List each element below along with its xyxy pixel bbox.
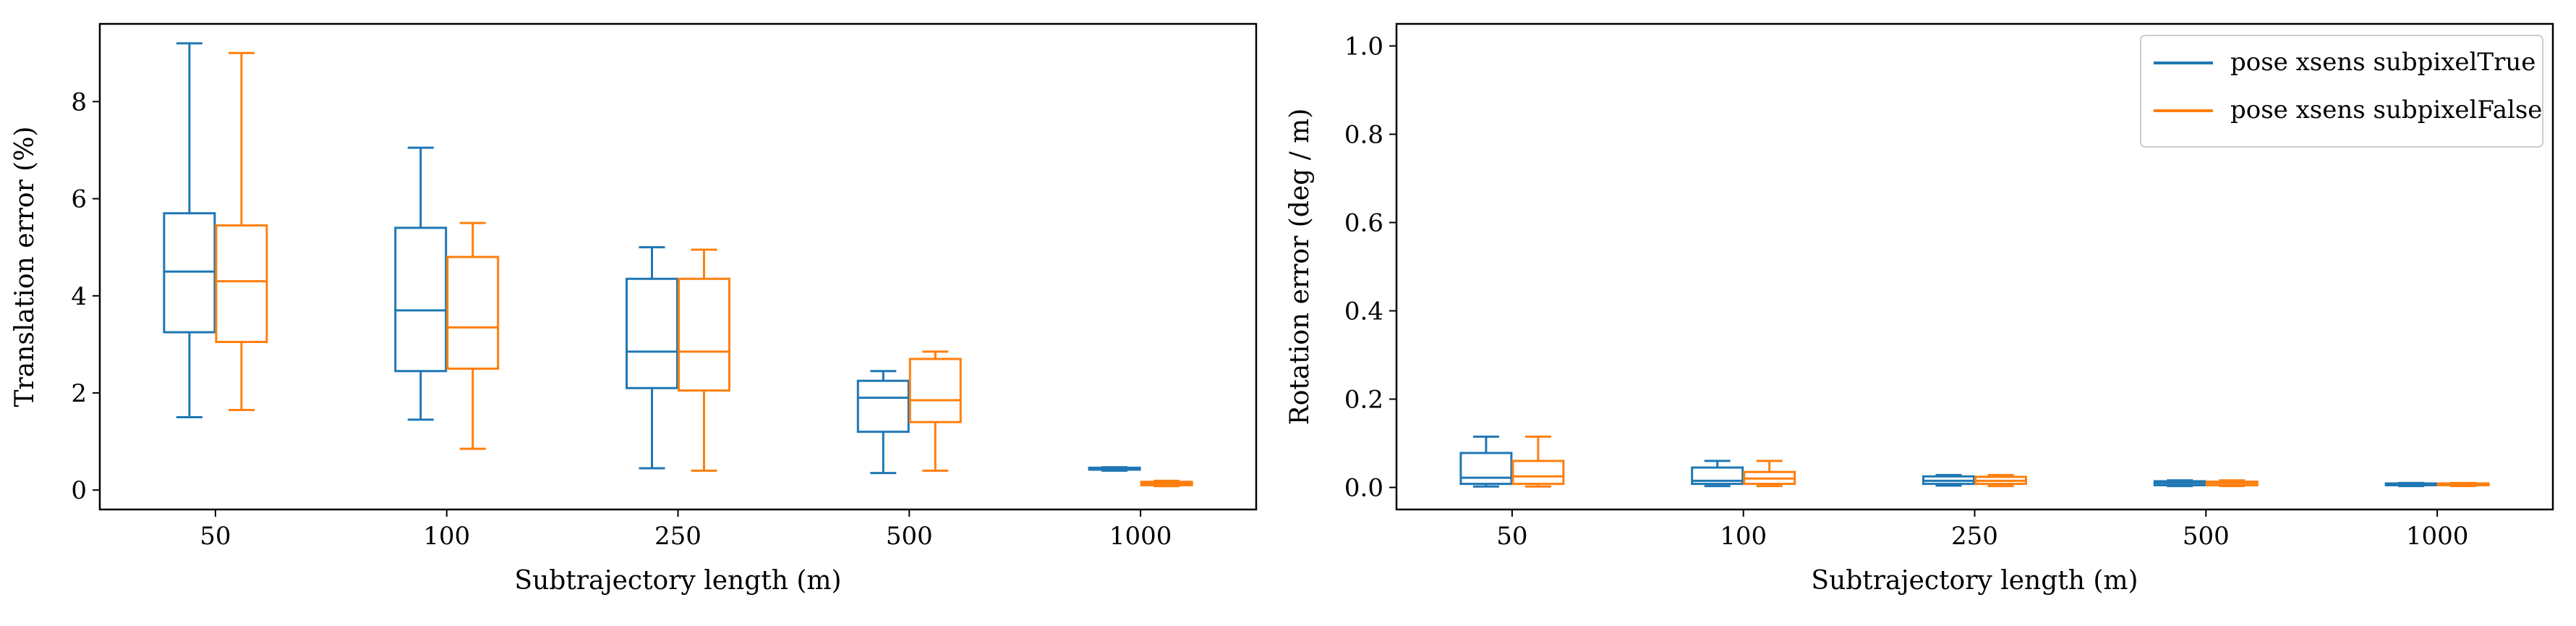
box-subpixel-true [2384, 481, 2438, 488]
iqr-box [394, 227, 448, 373]
box-subpixel-true [1088, 466, 1141, 472]
x-tick-label: 500 [886, 522, 933, 551]
box-subpixel-true [856, 370, 910, 475]
box-subpixel-true [394, 146, 448, 421]
x-tick-label: 250 [654, 522, 701, 551]
iqr-box [626, 277, 678, 389]
box-subpixel-true [1922, 473, 1975, 487]
y-tick-label: 0.0 [1344, 474, 1383, 503]
y-tick-label: 1.0 [1344, 33, 1383, 62]
y-tick-label: 8 [71, 88, 87, 117]
legend-frame [2140, 35, 2543, 148]
box-subpixel-true [626, 246, 678, 470]
x-tick-label: 100 [1720, 522, 1767, 551]
iqr-box [856, 379, 910, 433]
iqr-box [163, 212, 216, 334]
box-subpixel-false [1974, 473, 2027, 488]
translation-axes-frame [98, 22, 1258, 511]
rotation-axes-frame [1395, 22, 2554, 511]
y-tick-label: 4 [71, 282, 87, 311]
y-tick-label: 0.8 [1344, 121, 1383, 150]
box-subpixel-false [678, 248, 730, 472]
y-tick-label: 0.2 [1344, 386, 1383, 415]
box-subpixel-false [1140, 479, 1193, 488]
iqr-box [215, 224, 268, 344]
box-subpixel-false [908, 350, 962, 472]
x-tick-label: 500 [2183, 522, 2230, 551]
y-tick-label: 0.6 [1344, 209, 1383, 238]
box-subpixel-false [446, 221, 500, 450]
x-tick-label: 1000 [2406, 522, 2469, 551]
translation-boxes [163, 42, 1193, 488]
box-subpixel-false [2436, 481, 2490, 488]
box-subpixel-false [2205, 479, 2259, 488]
iqr-box [1691, 466, 1744, 486]
x-tick-label: 250 [1951, 522, 1998, 551]
box-subpixel-false [1511, 435, 1565, 488]
x-tick-label: 50 [200, 522, 231, 551]
translation-x-axis-label: Subtrajectory length (m) [514, 566, 841, 596]
iqr-box [446, 255, 500, 370]
legend-entry-subpixel-false: pose xsens subpixelFalse [2230, 96, 2542, 124]
box-subpixel-false [215, 51, 268, 411]
box-subpixel-true [2153, 479, 2206, 488]
legend-entry-subpixel-true: pose xsens subpixelTrue [2230, 48, 2536, 77]
iqr-box [908, 358, 962, 423]
rotation-y-axis-label: Rotation error (deg / m) [1285, 109, 1315, 426]
iqr-box [1511, 460, 1565, 486]
y-tick-label: 0 [71, 476, 87, 505]
translation-y-axis-label: Translation error (%) [10, 127, 40, 407]
box-subpixel-true [1691, 460, 1744, 488]
x-tick-label: 50 [1496, 522, 1527, 551]
translation-ticks: 0 2 4 6 8 50 100 250 500 1000 [71, 88, 1172, 551]
rotation-x-axis-label: Subtrajectory length (m) [1811, 566, 2138, 596]
rotation-ticks: 0.0 0.2 0.4 0.6 0.8 1.0 50 100 250 500 1000 [1344, 33, 2468, 551]
iqr-box [1459, 452, 1513, 486]
y-tick-label: 6 [71, 185, 87, 214]
x-tick-label: 1000 [1109, 522, 1172, 551]
iqr-box [678, 277, 730, 392]
box-subpixel-true [163, 42, 216, 419]
translation-error-panel: 0 2 4 6 8 50 100 250 500 1000 Subtrajectory lengt… [10, 22, 1258, 596]
legend: pose xsens subpixelTrue pose xsens subpi… [2140, 35, 2543, 148]
box-subpixel-false [1743, 460, 1796, 488]
y-tick-label: 2 [71, 379, 87, 408]
x-tick-label: 100 [423, 522, 470, 551]
rotation-error-panel: 0.0 0.2 0.4 0.6 0.8 1.0 50 100 250 500 1000 Subtra… [1285, 22, 2554, 596]
rotation-boxes [1459, 435, 2490, 488]
box-subpixel-true [1459, 435, 1513, 488]
y-tick-label: 0.4 [1344, 297, 1383, 326]
